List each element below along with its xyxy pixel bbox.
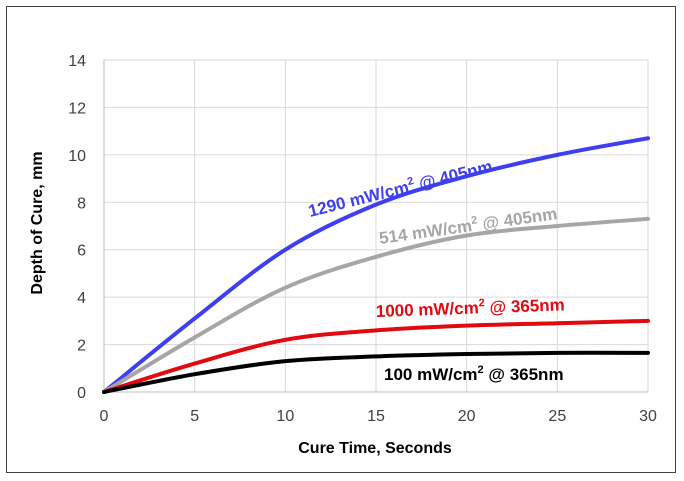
x-tick-label: 10 bbox=[276, 408, 294, 425]
x-tick-label: 15 bbox=[367, 408, 385, 425]
series-label-1: 1290 mW/cm2 @ 405nm bbox=[306, 156, 494, 221]
y-tick-label: 6 bbox=[77, 243, 86, 260]
series-label-superscript: 2 bbox=[470, 214, 478, 227]
y-tick-label: 4 bbox=[77, 290, 86, 307]
y-tick-label: 8 bbox=[77, 195, 86, 212]
x-tick-label: 5 bbox=[190, 408, 199, 425]
series-line-3 bbox=[102, 318, 650, 394]
series-label-text: @ 405nm bbox=[412, 157, 494, 195]
series-label-text: @ 365nm bbox=[484, 365, 564, 384]
x-tick-label: 30 bbox=[639, 408, 657, 425]
x-tick-label: 20 bbox=[458, 408, 476, 425]
series-label-text: 1000 mW/cm bbox=[375, 298, 479, 321]
series-label-text: @ 365nm bbox=[485, 295, 566, 317]
series-label-4: 100 mW/cm2 @ 365nm bbox=[384, 364, 564, 384]
axes bbox=[103, 60, 648, 393]
tick-labels: 0 2 4 6 8 10 12 14 0 5 10 15 20 25 30 bbox=[68, 53, 657, 425]
x-tick-label: 25 bbox=[548, 408, 566, 425]
series-label-3: 1000 mW/cm2 @ 365nm bbox=[375, 294, 565, 321]
series-label-superscript: 2 bbox=[478, 297, 485, 309]
y-axis-title: Depth of Cure, mm bbox=[29, 151, 46, 294]
x-tick-label: 0 bbox=[100, 408, 109, 425]
grid bbox=[104, 59, 649, 392]
x-axis-title: Cure Time, Seconds bbox=[298, 440, 452, 457]
y-tick-label: 2 bbox=[77, 338, 86, 355]
series-line-2 bbox=[102, 216, 650, 394]
y-tick-label: 12 bbox=[68, 100, 86, 117]
y-tick-label: 0 bbox=[77, 385, 86, 402]
y-tick-label: 14 bbox=[68, 53, 86, 70]
series-label-superscript: 2 bbox=[406, 175, 415, 188]
series-line-4 bbox=[102, 350, 650, 394]
chart-frame bbox=[6, 6, 676, 473]
y-tick-label: 10 bbox=[68, 148, 86, 165]
series-label-text: 100 mW/cm bbox=[384, 365, 478, 384]
series-label-text: 1290 mW/cm bbox=[306, 178, 411, 221]
series-label-superscript: 2 bbox=[478, 364, 484, 376]
series-lines bbox=[102, 136, 650, 394]
series-line-1 bbox=[102, 136, 650, 394]
series-label-2: 514 mW/cm2 @ 405nm bbox=[378, 203, 559, 248]
